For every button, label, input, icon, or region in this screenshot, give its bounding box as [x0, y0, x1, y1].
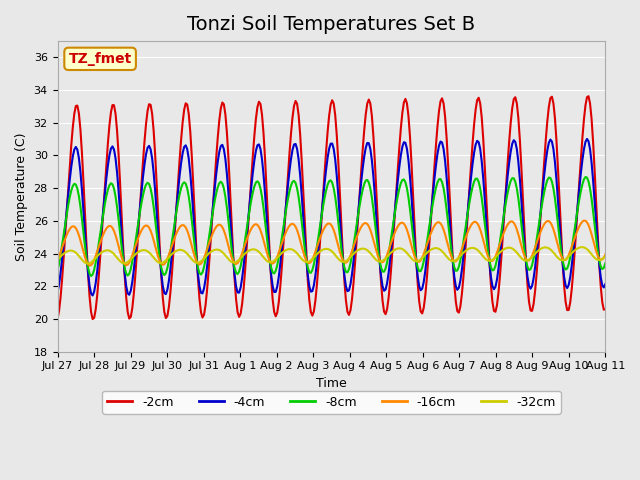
- -32cm: [122, 260, 130, 266]
- Line: -32cm: -32cm: [58, 247, 605, 264]
- Line: -2cm: -2cm: [58, 96, 605, 319]
- -32cm: [573, 246, 580, 252]
- Y-axis label: Soil Temperature (C): Soil Temperature (C): [15, 132, 28, 261]
- -8cm: [218, 180, 226, 186]
- -2cm: [585, 93, 593, 99]
- -2cm: [602, 306, 609, 312]
- -16cm: [580, 218, 588, 224]
- -4cm: [54, 290, 61, 296]
- -4cm: [573, 217, 580, 223]
- -8cm: [582, 174, 589, 180]
- -4cm: [218, 142, 226, 148]
- -4cm: [583, 136, 591, 142]
- -4cm: [295, 156, 303, 162]
- -8cm: [602, 261, 609, 266]
- -16cm: [246, 229, 253, 235]
- -16cm: [86, 263, 93, 268]
- -2cm: [237, 311, 244, 317]
- -32cm: [246, 247, 253, 253]
- -4cm: [237, 285, 244, 290]
- -8cm: [54, 268, 61, 274]
- -16cm: [122, 262, 130, 268]
- -16cm: [295, 232, 303, 238]
- -8cm: [246, 206, 253, 212]
- -16cm: [218, 224, 226, 230]
- -32cm: [84, 261, 92, 266]
- -32cm: [602, 253, 609, 259]
- -2cm: [218, 100, 226, 106]
- -32cm: [54, 257, 61, 263]
- -32cm: [579, 244, 586, 250]
- -4cm: [602, 281, 609, 287]
- X-axis label: Time: Time: [316, 377, 347, 390]
- Legend: -2cm, -4cm, -8cm, -16cm, -32cm: -2cm, -4cm, -8cm, -16cm, -32cm: [102, 391, 561, 414]
- -4cm: [89, 292, 97, 298]
- Line: -8cm: -8cm: [58, 177, 605, 276]
- -32cm: [237, 255, 244, 261]
- -4cm: [246, 199, 253, 205]
- -2cm: [122, 295, 130, 300]
- -8cm: [237, 263, 244, 269]
- -2cm: [295, 112, 303, 118]
- -4cm: [122, 283, 130, 289]
- -16cm: [602, 252, 609, 257]
- -16cm: [573, 230, 580, 236]
- -32cm: [218, 249, 226, 255]
- -2cm: [54, 316, 61, 322]
- -16cm: [54, 258, 61, 264]
- Line: -4cm: -4cm: [58, 139, 605, 295]
- -2cm: [89, 316, 97, 322]
- -8cm: [122, 271, 130, 276]
- Line: -16cm: -16cm: [58, 221, 605, 265]
- Title: Tonzi Soil Temperatures Set B: Tonzi Soil Temperatures Set B: [188, 15, 476, 34]
- -16cm: [237, 254, 244, 260]
- -8cm: [295, 194, 303, 200]
- -8cm: [87, 273, 95, 279]
- -32cm: [295, 252, 303, 258]
- Text: TZ_fmet: TZ_fmet: [68, 52, 132, 66]
- -2cm: [573, 225, 580, 231]
- -8cm: [573, 215, 580, 221]
- -2cm: [246, 198, 253, 204]
